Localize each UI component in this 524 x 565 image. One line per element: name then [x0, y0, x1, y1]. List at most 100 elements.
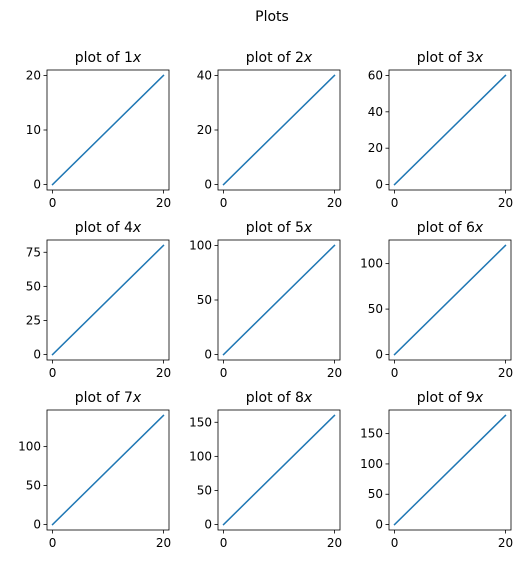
subplot-7-ytick-label: 0: [33, 518, 41, 532]
subplot-5-title-var: x: [303, 220, 313, 236]
subplot-3-ytick-label: 0: [375, 178, 383, 192]
subplot-2-title-prefix: plot of: [246, 50, 295, 66]
subplot-2-ytick-label: 40: [197, 68, 212, 82]
subplot-8-ytick-label: 0: [204, 518, 212, 532]
subplot-1-ytick-label: 20: [26, 68, 41, 82]
subplot-2-xtick-label: 0: [220, 196, 228, 210]
subplot-7-title: plot of 7x: [75, 390, 142, 406]
subplot-1-series-line: [51, 74, 165, 186]
subplot-1-xtick-label: 0: [49, 196, 57, 210]
subplot-9-ytick-label: 50: [368, 487, 383, 501]
subplot-6-title-var: x: [474, 220, 484, 236]
subplot-4-title-var: x: [132, 220, 142, 236]
subplot-9-ytick-label: 100: [360, 457, 383, 471]
subplot-1-title-coef: 1: [124, 50, 133, 66]
subplot-8-ytick-label: 150: [189, 415, 212, 429]
subplot-4-ytick-label: 75: [26, 245, 41, 259]
subplot-3-ytick-label: 20: [368, 141, 383, 155]
subplot-2-ytick-label: 20: [197, 123, 212, 137]
subplot-7-xtick-label: 0: [49, 536, 57, 550]
subplot-7-series-line: [51, 414, 165, 526]
subplot-1-title-var: x: [132, 50, 142, 66]
subplot-8-title-var: x: [303, 390, 313, 406]
subplot-8: plot of 8x 0 20 0 50 100 150: [189, 390, 342, 550]
subplot-4-xtick-label: 0: [49, 366, 57, 380]
subplot-4-series-line: [51, 244, 165, 356]
subplot-2-series-line: [222, 74, 336, 186]
subplot-6-xtick-label: 0: [391, 366, 399, 380]
subplot-3-title-coef: 3: [466, 50, 475, 66]
subplot-8-title-prefix: plot of: [246, 390, 295, 406]
subplot-3-xtick-label: 20: [498, 196, 513, 210]
subplot-4-title-coef: 4: [124, 220, 133, 236]
subplot-5-ytick-label: 50: [197, 293, 212, 307]
subplot-9-series-line: [393, 414, 507, 526]
subplot-9-xtick-label: 0: [391, 536, 399, 550]
subplot-7-xtick-label: 20: [156, 536, 171, 550]
subplot-8-xtick-label: 20: [327, 536, 342, 550]
subplot-4-title-prefix: plot of: [75, 220, 124, 236]
subplot-1-ytick-label: 10: [26, 123, 41, 137]
subplot-2-xtick-label: 20: [327, 196, 342, 210]
subplot-4: plot of 4x 0 20 0 25 50 75: [26, 220, 171, 380]
subplot-5-series-line: [222, 244, 336, 356]
subplot-8-series-line: [222, 414, 336, 526]
subplot-1-xtick-label: 20: [156, 196, 171, 210]
subplot-2-title: plot of 2x: [246, 50, 313, 66]
subplot-5-title: plot of 5x: [246, 220, 313, 236]
subplot-7-axes-frame: [46, 409, 170, 531]
subplot-9-xtick-label: 20: [498, 536, 513, 550]
subplot-6-title: plot of 6x: [417, 220, 484, 236]
subplot-1: plot of 1x 0 20 0 10 20: [26, 50, 171, 210]
subplot-9-title-coef: 9: [466, 390, 475, 406]
subplot-7: plot of 7x 0 20 0 50 100: [18, 390, 171, 550]
subplot-8-axes-frame: [217, 409, 341, 531]
subplot-5-ytick-label: 0: [204, 348, 212, 362]
subplot-5-xtick-label: 20: [327, 366, 342, 380]
subplot-6: plot of 6x 0 20 0 50 100: [360, 220, 513, 380]
subplot-4-ytick-label: 0: [33, 348, 41, 362]
subplot-9-ytick-label: 0: [375, 518, 383, 532]
subplot-7-title-coef: 7: [124, 390, 133, 406]
subplot-4-axes-frame: [46, 239, 170, 361]
subplot-3-title: plot of 3x: [417, 50, 484, 66]
subplot-9-title-var: x: [474, 390, 484, 406]
subplot-9-ytick-label: 150: [360, 427, 383, 441]
subplot-4-ytick-label: 50: [26, 279, 41, 293]
subplot-7-title-prefix: plot of: [75, 390, 124, 406]
subplot-9-axes-frame: [388, 409, 512, 531]
subplot-6-xtick-label: 20: [498, 366, 513, 380]
subplot-9-title-prefix: plot of: [417, 390, 466, 406]
subplot-6-ytick-label: 0: [375, 348, 383, 362]
subplot-3-title-prefix: plot of: [417, 50, 466, 66]
subplot-3-axes-frame: [388, 69, 512, 191]
subplot-8-ytick-label: 100: [189, 449, 212, 463]
subplot-9: plot of 9x 0 20 0 50 100 150: [360, 390, 513, 550]
subplot-5-ytick-label: 100: [189, 238, 212, 252]
subplot-4-xtick-label: 20: [156, 366, 171, 380]
subplot-8-title: plot of 8x: [246, 390, 313, 406]
subplot-3-ytick-label: 60: [368, 68, 383, 82]
subplot-2-title-var: x: [303, 50, 313, 66]
figure-suptitle: Plots: [255, 9, 289, 25]
subplot-6-title-prefix: plot of: [417, 220, 466, 236]
subplot-2-title-coef: 2: [295, 50, 304, 66]
subplot-8-xtick-label: 0: [220, 536, 228, 550]
subplot-6-title-coef: 6: [466, 220, 475, 236]
subplot-7-title-var: x: [132, 390, 142, 406]
subplot-6-ytick-label: 100: [360, 257, 383, 271]
subplot-7-ytick-label: 50: [26, 479, 41, 493]
subplot-2: plot of 2x 0 20 0 20 40: [197, 50, 342, 210]
subplot-8-ytick-label: 50: [197, 483, 212, 497]
subplot-5-title-coef: 5: [295, 220, 304, 236]
subplot-1-title-prefix: plot of: [75, 50, 124, 66]
subplot-5-xtick-label: 0: [220, 366, 228, 380]
subplot-9-title: plot of 9x: [417, 390, 484, 406]
subplot-3: plot of 3x 0 20 0 20 40 60: [368, 50, 513, 210]
subplot-2-ytick-label: 0: [204, 178, 212, 192]
subplot-6-series-line: [393, 244, 507, 356]
subplot-3-title-var: x: [474, 50, 484, 66]
subplot-4-title: plot of 4x: [75, 220, 142, 236]
